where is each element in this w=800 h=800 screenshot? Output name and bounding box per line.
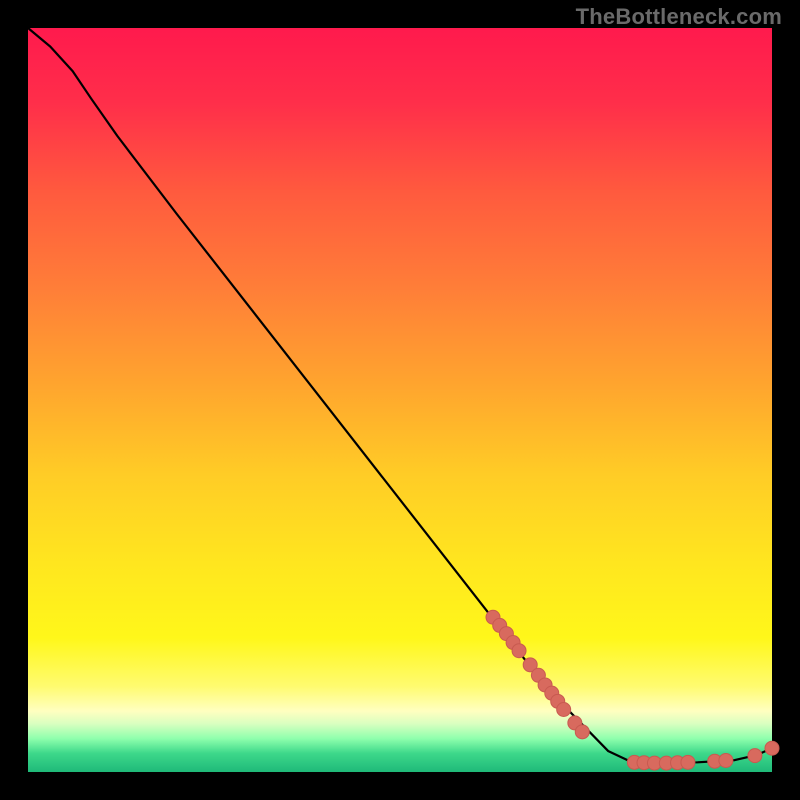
bottleneck-chart bbox=[0, 0, 800, 800]
data-marker bbox=[748, 749, 762, 763]
data-marker bbox=[719, 753, 733, 767]
data-marker bbox=[765, 741, 779, 755]
watermark-label: TheBottleneck.com bbox=[576, 4, 782, 30]
data-marker bbox=[575, 725, 589, 739]
data-marker bbox=[512, 644, 526, 658]
data-marker bbox=[557, 703, 571, 717]
data-marker bbox=[681, 755, 695, 769]
plot-background bbox=[28, 28, 772, 772]
chart-container: TheBottleneck.com bbox=[0, 0, 800, 800]
